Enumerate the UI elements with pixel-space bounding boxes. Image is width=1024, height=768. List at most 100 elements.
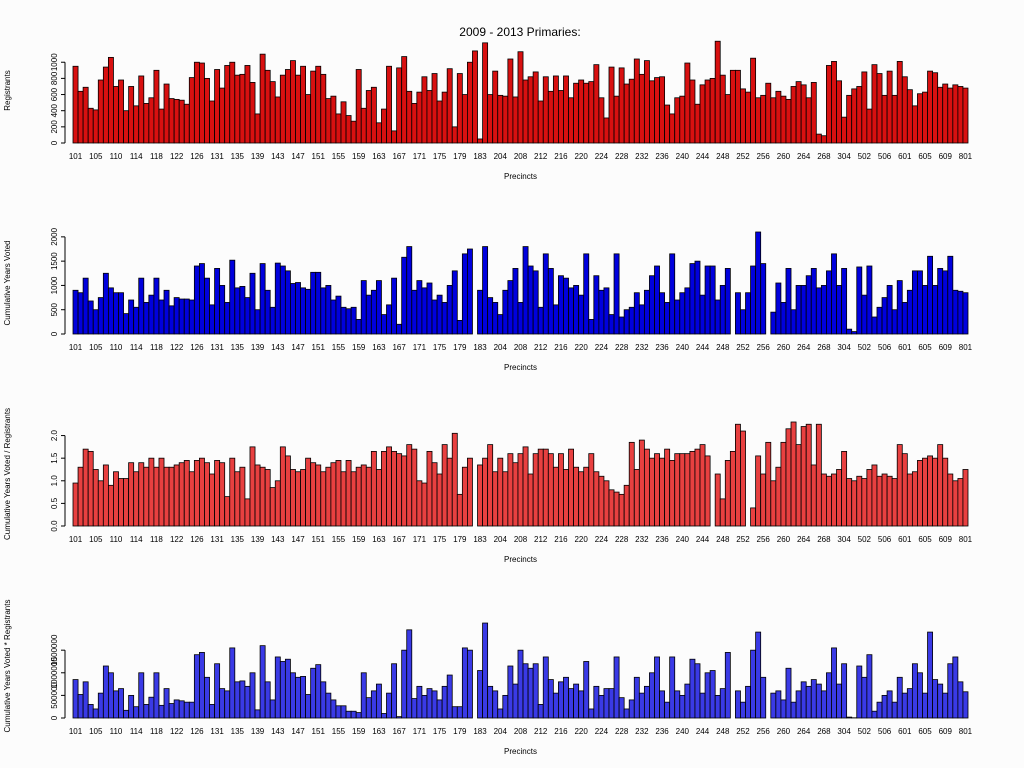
x-tick-label: 114 [130,535,143,544]
bar [820,135,827,144]
x-tick-label: 155 [332,152,346,161]
bar [107,287,114,335]
bar [97,297,104,335]
bar [370,86,377,144]
bar [608,489,615,527]
bar [300,65,306,144]
bar [770,97,777,144]
bar [72,482,79,527]
x-tick-label: 105 [89,152,103,161]
bar [168,703,175,719]
x-tick-label: 135 [231,727,245,736]
bar [735,69,741,144]
bar [487,94,494,144]
bar [406,90,413,144]
bar [451,432,458,527]
bar [279,446,286,527]
bar [618,697,625,719]
bar [851,480,858,527]
bar [815,683,822,719]
x-tick-label: 179 [453,343,467,352]
bar [290,672,296,719]
bar [659,457,666,527]
bar [274,96,281,144]
bar [355,69,362,144]
bar [446,674,453,719]
bar [962,292,969,335]
bar [638,304,645,335]
bar [209,100,215,144]
x-tick-label: 151 [312,343,326,352]
bar [952,84,959,144]
bar [724,460,731,527]
bar [800,285,807,335]
x-tick-label: 502 [858,535,872,544]
bar [259,645,266,719]
bar [760,263,767,335]
bar [937,444,944,527]
bar [158,299,165,335]
bar [800,84,807,144]
bar [542,76,549,144]
y-tick-label: 200 [50,120,59,134]
bar [300,469,306,527]
bar [335,113,342,144]
bar [810,268,817,335]
bar [472,50,478,144]
bar [532,663,539,719]
x-tick-label: 264 [797,727,811,736]
bar [598,97,605,144]
bar [199,652,205,719]
bar [325,466,332,527]
bar [183,103,190,144]
x-tick-label: 304 [837,727,851,736]
bar [780,699,787,719]
x-tick-label: 601 [898,343,912,352]
bar [482,42,489,144]
bar [886,475,893,527]
x-tick-label: 147 [291,343,305,352]
x-tick-label: 204 [494,727,508,736]
bar [214,69,221,144]
bar [841,116,848,144]
x-tick-label: 264 [797,535,811,544]
x-tick-label: 236 [655,343,669,352]
bar [846,478,853,527]
bar [128,462,135,527]
bar [204,462,210,527]
bar [284,69,291,144]
bar [178,462,185,527]
x-tick-label: 105 [89,535,103,544]
bar [512,268,519,335]
x-tick-label: 126 [190,152,204,161]
bar [558,90,564,144]
bar [724,268,731,335]
x-tick-label: 801 [959,343,973,352]
bar [461,647,468,719]
x-tick-label: 264 [797,343,811,352]
bar [441,302,448,335]
bar [264,289,271,335]
bar [603,287,610,335]
bar [654,656,660,719]
bar [608,66,615,144]
bar [740,88,746,144]
bar [269,306,276,335]
bar [320,681,327,719]
bar [411,103,418,144]
bar [542,253,549,335]
bar [507,453,514,527]
bar [199,457,205,527]
x-tick-label: 167 [392,727,406,736]
bar [826,270,832,335]
bar [269,487,276,527]
bar [219,87,226,144]
y-tick-label: 0.0 [50,520,59,532]
bar [199,62,205,144]
bar [917,93,923,144]
bar [148,457,155,527]
bar [755,455,762,527]
x-tick-label: 260 [777,152,791,161]
bar [406,246,413,335]
